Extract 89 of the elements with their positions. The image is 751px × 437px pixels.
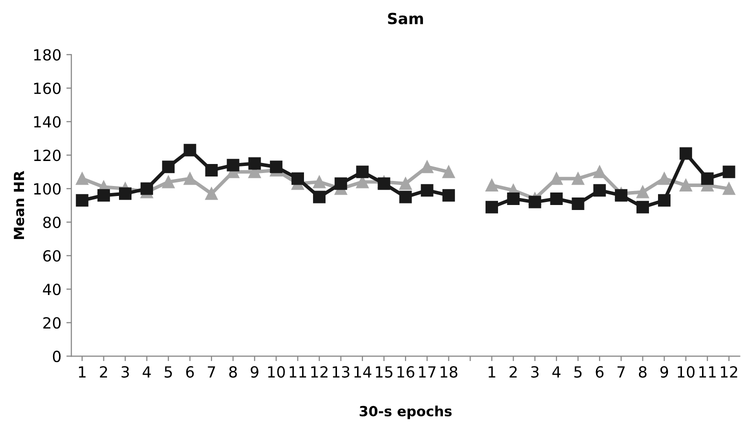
y-tick-label: 140 [34,116,61,128]
x-tick-label: 7 [618,366,625,378]
y-tick-label: 60 [43,250,61,262]
point [205,164,218,176]
point [118,187,132,200]
point [572,172,584,185]
x-tick-label: 4 [142,366,151,378]
x-tick-label: 1 [78,366,86,378]
x-tick-label: 7 [208,366,216,378]
point [399,190,412,204]
x-tick-label: 9 [250,366,258,378]
point [528,196,542,208]
x-tick-label: 13 [332,366,350,378]
point [636,200,649,214]
point [593,184,606,197]
point [680,179,692,192]
x-tick-label: 11 [290,366,306,378]
point [399,177,412,190]
x-tick-label: 18 [440,366,458,378]
x-tick-label: 4 [552,366,560,378]
x-tick-label: 3 [531,366,539,378]
y-tick-label: 160 [34,82,61,94]
x-tick-label: 9 [660,366,668,378]
y-tick-label: 120 [34,150,61,162]
point [270,160,282,174]
point [572,197,584,210]
point [356,166,369,178]
point [76,172,88,185]
x-tick-label: 5 [164,366,172,378]
point [486,179,498,192]
y-tick-label: 40 [42,284,61,296]
point [722,166,736,178]
x-tick-label: 8 [229,366,237,378]
x-tick-label: 1 [488,366,496,378]
y-tick-label: 180 [34,49,61,61]
point [486,200,498,214]
chart-title: Sam [388,12,423,24]
point [248,157,261,170]
x-tick-label: 6 [596,366,604,378]
point [97,189,110,202]
point [550,192,563,205]
x-tick-label: 6 [186,366,194,378]
point [140,182,154,195]
point [162,160,175,174]
point [680,147,692,160]
point [420,160,434,174]
x-tick-label: 15 [376,366,392,378]
x-axis-title: 30-s epochs [360,406,452,420]
point [184,144,196,156]
point [76,194,88,207]
x-tick-label: 11 [699,366,716,378]
point [378,177,390,190]
y-tick-label: 0 [52,350,61,362]
x-tick-label: 17 [419,366,436,378]
point [420,184,434,197]
point [614,189,628,202]
point [507,192,520,205]
point [636,186,649,198]
x-tick-label: 14 [354,366,372,378]
point [313,190,326,204]
x-tick-label: 12 [720,366,738,378]
y-axis-title: Mean HR [14,170,24,239]
point [701,172,714,185]
x-tick-label: 12 [311,366,328,378]
point [658,194,671,207]
y-tick-label: 20 [43,317,61,329]
point [593,166,606,178]
x-tick-label: 3 [122,366,129,378]
point [334,177,348,190]
x-tick-label: 10 [678,366,695,378]
y-tick-label: 100 [34,183,61,195]
point [313,176,326,188]
point [722,182,736,195]
point [658,172,671,185]
x-tick-label: 16 [398,366,414,378]
point [162,176,175,188]
point [205,187,218,200]
x-tick-label: 5 [574,366,582,378]
point [442,189,455,202]
point [550,172,563,185]
y-tick-label: 80 [43,216,61,228]
x-tick-label: 10 [268,366,285,378]
point [291,172,304,185]
x-tick-label: 2 [100,366,108,378]
point [442,166,455,178]
x-tick-label: 8 [638,366,647,378]
point [184,172,196,185]
x-tick-label: 2 [510,366,517,378]
point [226,158,240,172]
